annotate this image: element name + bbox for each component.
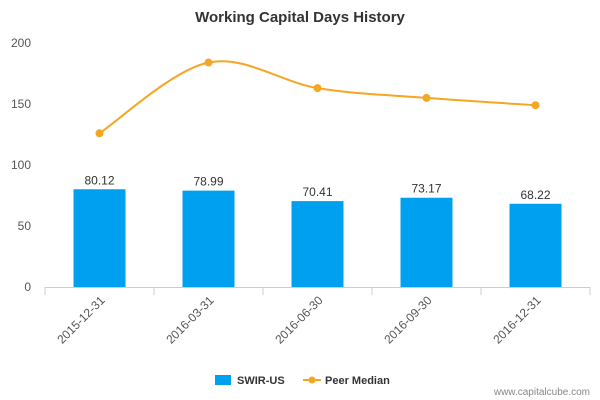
peer-median-point [204, 58, 213, 67]
bar-data-label: 73.17 [411, 182, 441, 196]
bar-data-label: 80.12 [84, 173, 114, 187]
legend-label-peer-median: Peer Median [325, 375, 390, 387]
x-axis: 2015-12-31 2016-03-31 2016-06-30 2016-09-30… [54, 293, 544, 347]
bar-data-label: 78.99 [193, 175, 223, 189]
bar-swir-us [73, 189, 126, 287]
peer-median-point [531, 101, 540, 110]
bar-data-label: 70.41 [302, 185, 332, 199]
peer-median-point [95, 129, 104, 138]
x-tick-label: 2015-12-31 [54, 293, 108, 347]
bar-swir-us [291, 201, 344, 287]
legend-swatch-swir-us [215, 375, 231, 385]
bar-swir-us [182, 190, 235, 287]
bars [73, 189, 562, 287]
peer-median-line [98, 60, 536, 135]
y-tick-label: 100 [11, 158, 31, 172]
bar-data-label: 68.22 [520, 188, 550, 202]
chart-title: Working Capital Days History [195, 9, 405, 26]
x-tick-label: 2016-03-31 [163, 293, 217, 347]
bar-swir-us [509, 203, 562, 287]
peer-median-point [422, 93, 431, 102]
bar-labels: 80.12 78.99 70.41 73.17 68.22 [84, 173, 550, 202]
y-tick-label: 200 [11, 36, 31, 50]
y-tick-label: 150 [11, 97, 31, 111]
legend: SWIR-US Peer Median [215, 375, 390, 387]
y-tick-label: 50 [18, 219, 32, 233]
x-tick-label: 2016-06-30 [272, 293, 326, 347]
legend-swatch-peer-median-dot [308, 376, 316, 384]
peer-median-line-layer [95, 58, 540, 138]
credit-text: www.capitalcube.com [493, 387, 590, 398]
bar-swir-us [400, 197, 453, 287]
legend-label-swir-us: SWIR-US [237, 375, 285, 387]
peer-median-point [313, 84, 322, 93]
y-axis: 0 50 100 150 200 [11, 36, 31, 294]
x-tick-label: 2016-09-30 [381, 293, 435, 347]
y-tick-label: 0 [24, 280, 31, 294]
x-ticks [44, 287, 591, 295]
x-tick-label: 2016-12-31 [490, 293, 544, 347]
